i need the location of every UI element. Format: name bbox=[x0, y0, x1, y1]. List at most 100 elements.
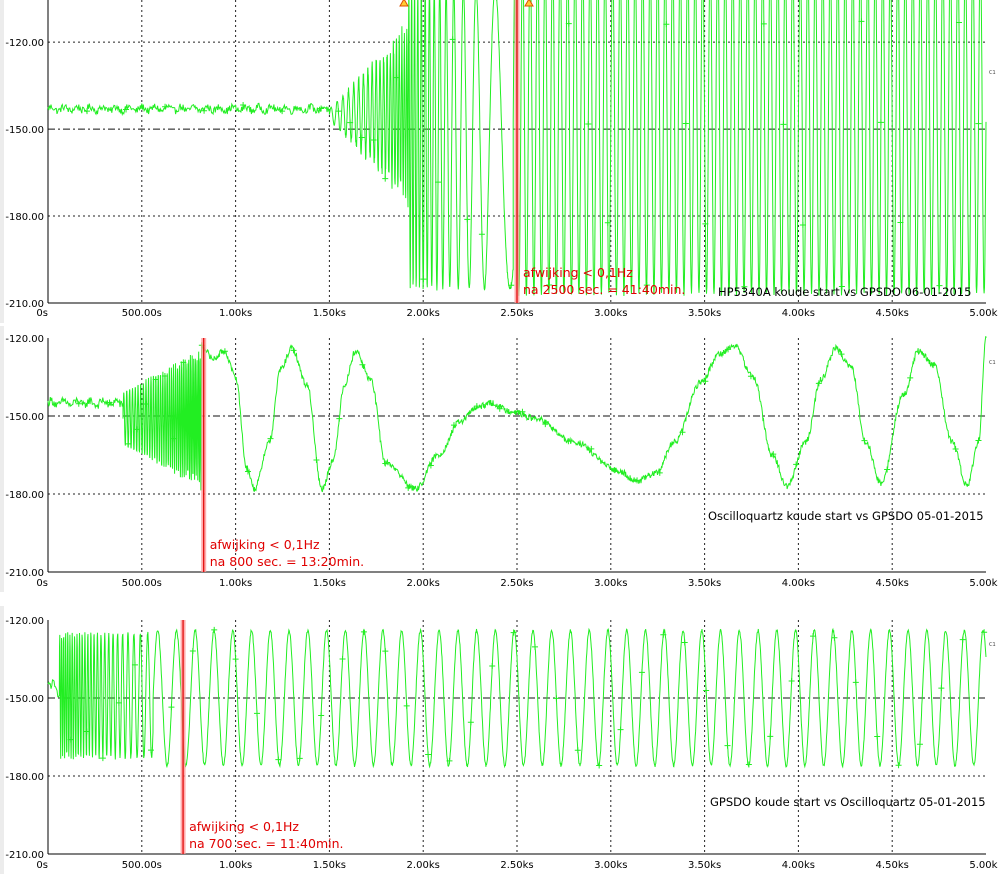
x-tick-label: 4.50ks bbox=[876, 578, 909, 589]
x-tick-label: 500.00s bbox=[122, 308, 162, 319]
point-marker bbox=[884, 466, 891, 473]
point-marker bbox=[767, 733, 774, 740]
point-marker bbox=[542, 421, 549, 428]
point-marker bbox=[831, 634, 838, 641]
point-marker bbox=[370, 137, 377, 144]
point-marker bbox=[815, 380, 822, 387]
point-marker bbox=[638, 669, 645, 676]
series-line bbox=[47, 0, 987, 297]
point-marker bbox=[930, 362, 937, 369]
y-tick-label: -120.00 bbox=[5, 38, 44, 49]
point-marker bbox=[240, 102, 247, 109]
x-tick-label: 0s bbox=[36, 860, 48, 871]
point-marker bbox=[244, 468, 251, 475]
point-marker bbox=[682, 120, 689, 127]
point-marker bbox=[810, 633, 817, 640]
point-marker bbox=[134, 426, 141, 433]
x-tick-label: 3.00ks bbox=[594, 578, 627, 589]
point-marker bbox=[99, 755, 106, 762]
x-tick-label: 3.00ks bbox=[594, 860, 627, 871]
series-line bbox=[47, 336, 987, 493]
point-marker bbox=[67, 736, 74, 743]
panel-caption: GPSDO koude start vs Oscilloquartz 05-01… bbox=[710, 795, 986, 809]
point-marker bbox=[358, 134, 365, 141]
point-marker bbox=[574, 747, 581, 754]
point-marker bbox=[656, 469, 663, 476]
y-tick-label: -180.00 bbox=[5, 772, 44, 783]
point-marker bbox=[359, 361, 366, 368]
x-tick-label: 500.00s bbox=[122, 578, 162, 589]
point-marker bbox=[745, 761, 752, 768]
point-marker bbox=[106, 399, 113, 406]
point-marker bbox=[874, 733, 881, 740]
x-tick-label: 1.00ks bbox=[219, 578, 252, 589]
point-marker bbox=[780, 121, 787, 128]
point-marker bbox=[131, 661, 138, 668]
annotation-line-1: afwijking < 0,1Hz bbox=[189, 819, 299, 834]
x-tick-label: 5.00ks bbox=[969, 308, 998, 319]
point-marker bbox=[435, 179, 442, 186]
annotation-line-1: afwijking < 0,1Hz bbox=[523, 265, 633, 280]
point-marker bbox=[143, 400, 150, 407]
x-tick-label: 1.00ks bbox=[219, 860, 252, 871]
annotation-line-2: na 2500 sec. = 41:40min. bbox=[523, 282, 685, 297]
point-marker bbox=[793, 461, 800, 468]
point-marker bbox=[296, 755, 303, 762]
point-marker bbox=[611, 467, 618, 474]
point-marker bbox=[702, 220, 709, 227]
point-marker bbox=[171, 435, 178, 442]
x-tick-label: 1.50ks bbox=[313, 308, 346, 319]
point-marker bbox=[382, 175, 389, 182]
point-marker bbox=[211, 626, 218, 633]
point-marker bbox=[382, 460, 389, 467]
point-marker bbox=[858, 18, 865, 25]
point-marker bbox=[936, 282, 943, 289]
point-marker bbox=[347, 119, 354, 126]
point-marker bbox=[115, 699, 122, 706]
panel-caption: HP5340A koude start vs GPSDO 06-01-2015 bbox=[718, 285, 971, 299]
point-marker bbox=[478, 231, 485, 238]
point-marker bbox=[161, 373, 168, 380]
point-marker bbox=[681, 639, 688, 646]
channel-label: C1 bbox=[989, 360, 996, 366]
point-marker bbox=[955, 19, 962, 26]
point-marker bbox=[596, 762, 603, 769]
point-marker bbox=[75, 400, 82, 407]
panel-margin-strip bbox=[0, 606, 4, 874]
point-marker bbox=[290, 347, 297, 354]
x-tick-label: 0s bbox=[36, 578, 48, 589]
x-tick-label: 5.00ks bbox=[969, 860, 998, 871]
channel-label: C1 bbox=[989, 70, 996, 76]
point-marker bbox=[938, 685, 945, 692]
point-marker bbox=[393, 74, 400, 81]
x-tick-label: 2.00ks bbox=[407, 860, 440, 871]
x-tick-label: 4.50ks bbox=[876, 308, 909, 319]
point-marker bbox=[168, 704, 175, 711]
y-tick-label: -120.00 bbox=[5, 616, 44, 627]
y-tick-label: -120.00 bbox=[5, 334, 44, 345]
point-marker bbox=[861, 437, 868, 444]
point-marker bbox=[897, 219, 904, 226]
x-tick-label: 2.50ks bbox=[500, 308, 533, 319]
point-marker bbox=[464, 216, 471, 223]
point-marker bbox=[952, 446, 959, 453]
point-marker bbox=[838, 283, 845, 290]
y-tick-label: -210.00 bbox=[5, 850, 44, 861]
point-marker bbox=[279, 108, 286, 115]
point-marker bbox=[467, 719, 474, 726]
point-marker bbox=[473, 403, 480, 410]
point-marker bbox=[449, 36, 456, 43]
annotation-line-2: na 800 sec. = 13:20min. bbox=[210, 554, 364, 569]
point-marker bbox=[508, 282, 515, 289]
x-tick-label: 500.00s bbox=[122, 860, 162, 871]
panel-margin-strip bbox=[0, 0, 4, 323]
point-marker bbox=[565, 20, 572, 27]
point-marker bbox=[446, 757, 453, 764]
point-marker bbox=[162, 103, 169, 110]
point-marker bbox=[83, 728, 90, 735]
x-tick-label: 2.00ks bbox=[407, 578, 440, 589]
point-marker bbox=[123, 106, 130, 113]
